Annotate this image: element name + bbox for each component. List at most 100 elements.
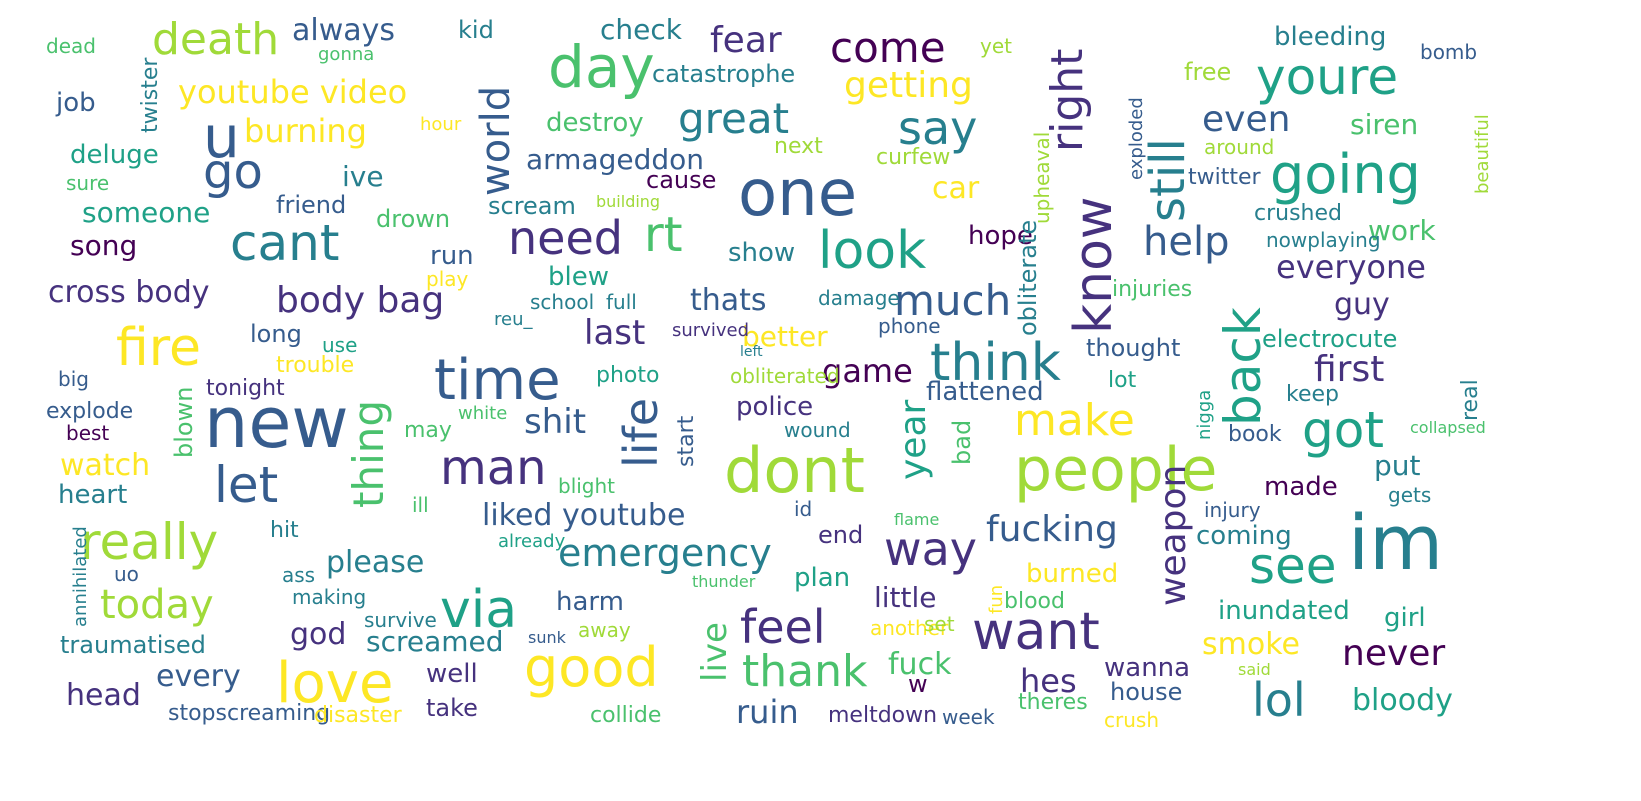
word-cloud-word: beautiful xyxy=(1472,114,1493,194)
word-cloud-word: ill xyxy=(412,493,429,517)
word-cloud-word: go xyxy=(203,144,263,200)
word-cloud-word: check xyxy=(600,13,682,46)
word-cloud-word: another xyxy=(870,616,949,640)
word-cloud-word: put xyxy=(1374,449,1421,482)
word-cloud-word: deluge xyxy=(70,140,159,170)
word-cloud-word: damage xyxy=(818,286,900,310)
word-cloud-word: building xyxy=(596,192,661,211)
word-cloud-word: fear xyxy=(710,20,782,61)
word-cloud-word: someone xyxy=(82,196,211,229)
word-cloud-word: back xyxy=(1214,307,1272,426)
word-cloud-word: love xyxy=(276,651,394,716)
word-cloud-word: feel xyxy=(740,600,826,654)
word-cloud-word: traumatised xyxy=(60,631,206,659)
word-cloud-word: screamed xyxy=(366,625,504,658)
word-cloud-word: fun xyxy=(986,584,1007,614)
word-cloud-word: look xyxy=(818,221,927,281)
word-cloud-word: bleeding xyxy=(1274,22,1387,52)
word-cloud-word: gonna xyxy=(318,44,375,65)
word-cloud-word: injury xyxy=(1204,498,1261,522)
word-cloud-word: sure xyxy=(66,171,110,195)
word-cloud-word: u xyxy=(203,103,240,171)
word-cloud-word: uo xyxy=(114,562,139,586)
word-cloud-word: youtube video xyxy=(178,73,408,111)
word-cloud-word: reu_ xyxy=(494,309,533,330)
word-cloud-word: play xyxy=(426,267,469,291)
word-cloud-word: great xyxy=(678,94,790,143)
word-cloud-word: coming xyxy=(1196,521,1292,551)
word-cloud-word: burned xyxy=(1026,559,1119,589)
word-cloud-word: blown xyxy=(170,386,198,458)
word-cloud-word: better xyxy=(742,320,828,353)
word-cloud-word: twitter xyxy=(1188,165,1261,190)
word-cloud-word: siren xyxy=(1350,108,1419,141)
word-cloud-word: youre xyxy=(1256,48,1399,106)
word-cloud-word: want xyxy=(972,602,1100,662)
word-cloud-word: girl xyxy=(1384,603,1426,633)
word-cloud-word: world xyxy=(473,85,519,196)
word-cloud-word: cause xyxy=(646,166,717,194)
word-cloud-word: one xyxy=(738,157,858,231)
word-cloud-word: drown xyxy=(376,205,451,233)
word-cloud-word: game xyxy=(822,352,913,390)
word-cloud-word: sunk xyxy=(528,628,566,647)
word-cloud-word: thought xyxy=(1086,334,1181,362)
word-cloud-word: come xyxy=(830,23,946,72)
word-cloud-word: weapon xyxy=(1153,464,1194,606)
word-cloud-word: annihilated xyxy=(70,526,91,627)
word-cloud-word: week xyxy=(942,705,995,729)
word-cloud-word: hit xyxy=(270,518,299,543)
word-cloud-word: photo xyxy=(596,363,660,388)
word-cloud-word: harm xyxy=(556,587,624,617)
word-cloud-word: cross body xyxy=(48,275,210,310)
word-cloud-word: flame xyxy=(894,510,940,529)
word-cloud-word: away xyxy=(578,618,631,642)
word-cloud-word: survive xyxy=(364,608,437,632)
word-cloud-word: wound xyxy=(784,418,851,442)
word-cloud-word: meltdown xyxy=(828,703,938,728)
word-cloud-word: obliterate xyxy=(1014,219,1042,336)
word-cloud-word: police xyxy=(736,392,814,422)
word-cloud-word: cant xyxy=(230,214,340,272)
word-cloud-word: last xyxy=(584,313,646,353)
word-cloud-word: emergency xyxy=(558,531,772,575)
word-cloud-word: real xyxy=(1458,379,1483,421)
word-cloud-word: flattened xyxy=(926,377,1044,407)
word-cloud-word: heart xyxy=(58,480,128,510)
word-cloud-word: body bag xyxy=(276,280,445,321)
word-cloud-word: trouble xyxy=(276,353,355,378)
word-cloud-word: death xyxy=(152,14,280,65)
word-cloud-word: show xyxy=(728,238,796,268)
word-cloud-word: make xyxy=(1014,395,1135,446)
word-cloud-word: let xyxy=(214,456,279,514)
word-cloud-word: first xyxy=(1314,349,1385,390)
word-cloud-word: blew xyxy=(548,262,609,292)
word-cloud-word: hes xyxy=(1020,662,1077,700)
word-cloud-word: ass xyxy=(282,563,316,587)
word-cloud-word: fire xyxy=(116,318,201,378)
word-cloud-word: god xyxy=(290,617,347,652)
word-cloud-word: best xyxy=(66,421,110,445)
word-cloud-word: injuries xyxy=(1112,277,1193,302)
word-cloud-word: really xyxy=(80,513,219,571)
word-cloud-word: run xyxy=(430,241,474,271)
word-cloud-word: burning xyxy=(244,112,367,150)
word-cloud-word: day xyxy=(548,33,655,101)
word-cloud-word: job xyxy=(56,88,96,118)
word-cloud-word: say xyxy=(898,101,978,155)
word-cloud-word: thing xyxy=(344,399,393,508)
word-cloud-word: help xyxy=(1143,219,1230,265)
word-cloud-word: curfew xyxy=(876,145,951,170)
word-cloud-word: everyone xyxy=(1276,248,1426,286)
word-cloud-word: scream xyxy=(488,192,576,220)
word-cloud-word: end xyxy=(818,521,864,549)
word-cloud-word: inundated xyxy=(1218,596,1350,626)
word-cloud-word: blight xyxy=(558,474,616,498)
word-cloud-word: good xyxy=(524,636,659,699)
word-cloud-word: said xyxy=(1238,660,1271,679)
word-cloud-word: making xyxy=(292,585,367,609)
word-cloud-word: year xyxy=(893,399,934,480)
word-cloud-word: gets xyxy=(1388,483,1432,507)
word-cloud-word: dont xyxy=(724,434,865,507)
word-cloud-word: upheaval xyxy=(1030,131,1054,224)
